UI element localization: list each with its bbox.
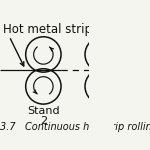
Bar: [89, 18, 114, 132]
Text: Stand: Stand: [27, 106, 60, 116]
Text: Hot metal strip: Hot metal strip: [3, 22, 92, 36]
Text: 2: 2: [40, 116, 47, 126]
Text: 3.7   Continuous hot strip rollin: 3.7 Continuous hot strip rollin: [0, 122, 150, 132]
